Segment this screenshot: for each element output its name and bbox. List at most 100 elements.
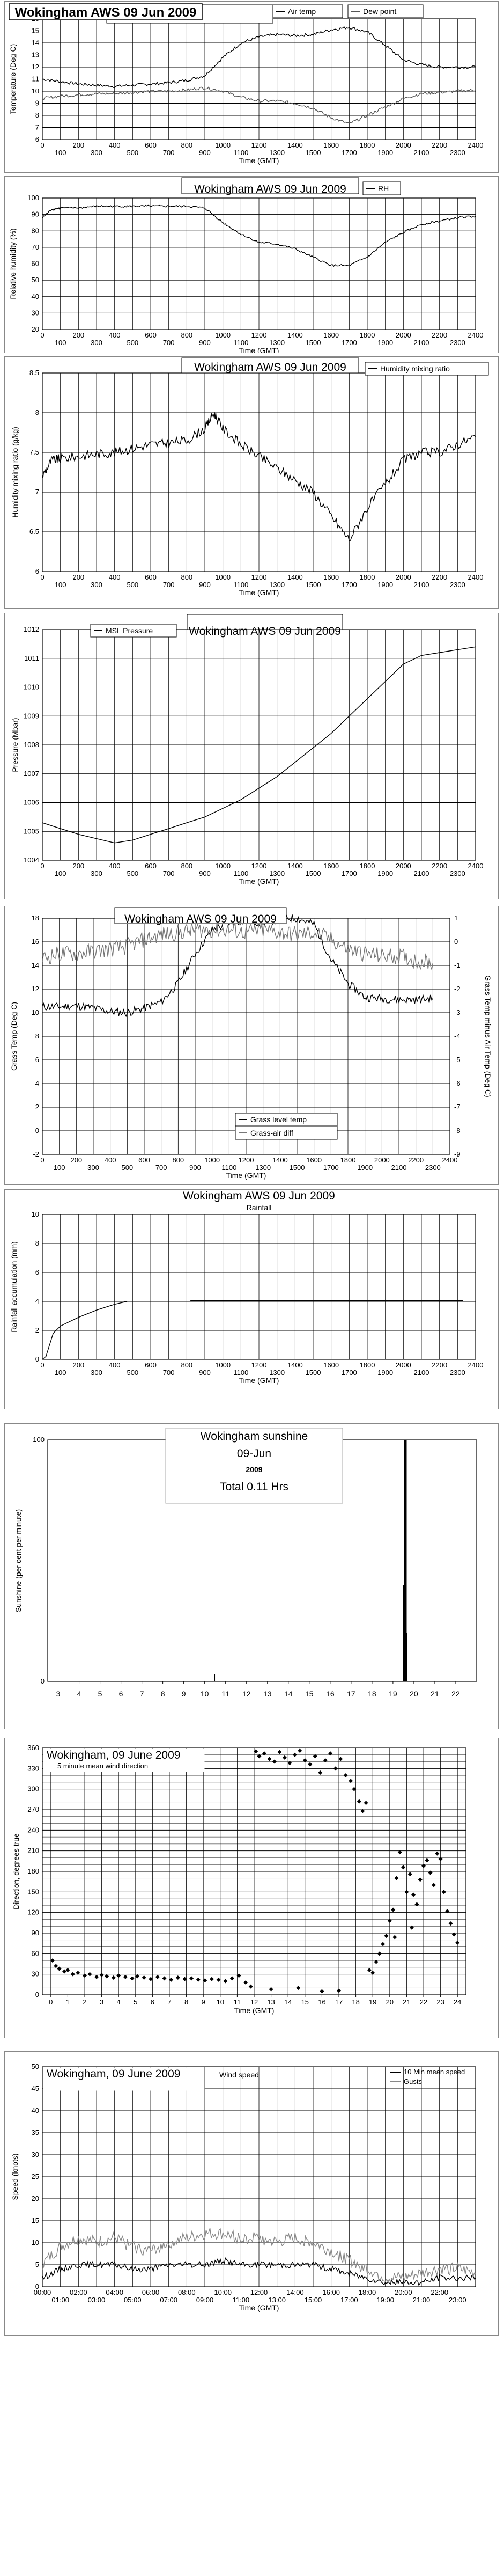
x-tick-label-lower: 900 [189, 1163, 201, 1172]
y-tick-label: 1007 [24, 770, 39, 778]
x-tick-label-upper: 800 [181, 1361, 192, 1369]
wind-direction-point [203, 1978, 207, 1983]
x-tick-label: 24 [454, 1998, 461, 2006]
y-tick-label: 7 [35, 123, 39, 131]
y-tick-label: 90 [32, 210, 39, 218]
x-tick-label-lower: 1500 [306, 339, 321, 347]
x-tick-label-lower: 2100 [414, 339, 429, 347]
x-tick-label-lower: 1900 [377, 149, 393, 157]
chart-panel-temperature: 6789101112131415160100200300400500600700… [4, 1, 499, 173]
x-tick-label-upper: 2200 [432, 141, 447, 149]
x-tick-label-upper: 1000 [215, 573, 231, 581]
x-tick-label-upper: 20:00 [395, 2288, 412, 2296]
wind-direction-point [155, 1974, 160, 1979]
wind-direction-point [328, 1751, 333, 1756]
x-tick-label-upper: 2200 [432, 331, 447, 339]
x-tick-label-upper: 400 [105, 1156, 116, 1164]
chart-title: Wokingham AWS 09 Jun 2009 [194, 183, 346, 195]
x-tick-label-upper: 1200 [251, 331, 267, 339]
y-tick-label: 30 [32, 309, 39, 317]
legend-box [365, 362, 489, 376]
y2-tick-label: 1 [454, 914, 458, 922]
x-tick-label-lower: 100 [55, 581, 66, 589]
x-tick-label-upper: 400 [109, 141, 121, 149]
x-tick-label-lower: 2300 [450, 581, 465, 589]
title-box [165, 1428, 343, 1504]
wind-direction-point [296, 1986, 301, 1990]
x-tick-label-upper: 00:00 [34, 2288, 51, 2296]
y2-tick-label: 0 [454, 938, 458, 946]
x-axis-label: Time (GMT) [226, 1171, 266, 1180]
wind-direction-point [182, 1977, 187, 1981]
legend-label: Grass-air diff [250, 1129, 293, 1137]
y-tick-label: 300 [27, 1785, 39, 1793]
x-tick-label-upper: 1800 [360, 331, 375, 339]
x-tick-label-upper: 800 [181, 331, 192, 339]
title-box [43, 2067, 205, 2091]
x-tick-label-lower: 100 [55, 869, 66, 877]
y-tick-label: 15 [32, 27, 39, 35]
y-tick-label: 6 [35, 567, 39, 575]
y-tick-label: 10 [32, 2238, 39, 2246]
x-tick-label-upper: 2200 [432, 862, 447, 870]
y-tick-label: 90 [32, 1929, 39, 1937]
legend-label: 10 Min mean speed [404, 2068, 465, 2076]
y-tick-label: 0 [35, 1355, 39, 1363]
y-tick-label: 1011 [24, 654, 39, 662]
x-axis-label: Time (GMT) [234, 2006, 275, 2015]
x-tick-label: 23 [436, 1998, 444, 2006]
x-tick-label-upper: 16:00 [322, 2288, 340, 2296]
wind-direction-point [142, 1975, 146, 1980]
x-tick-label-upper: 2200 [432, 1361, 447, 1369]
series-line [42, 412, 476, 542]
x-tick-label-lower: 100 [55, 339, 66, 347]
x-tick-label: 8 [184, 1998, 188, 2006]
y-tick-label: 4 [35, 1297, 39, 1305]
x-tick-label-lower: 1700 [342, 581, 357, 589]
wind-direction-point [196, 1977, 201, 1982]
x-tick-label: 16 [326, 1689, 335, 1698]
mixing-ratio-chart: 6 6.5 7 7.5 8 8.5 0 100 200 300 400 500 600 700 800 900… [11, 357, 489, 597]
wind-direction-point [343, 1773, 348, 1778]
legend-box [90, 624, 177, 638]
x-tick-label-upper: 18:00 [359, 2288, 376, 2296]
wind-direction-point [287, 1761, 292, 1766]
y-tick-label: 0 [35, 1990, 39, 1999]
y-tick-label: 18 [32, 914, 39, 922]
chart-title: Wokingham, 09 June 2009 [47, 1749, 180, 1761]
x-tick-label-lower: 2100 [414, 869, 429, 877]
y2-tick-label: -4 [454, 1032, 461, 1040]
x-tick-label-lower: 900 [199, 869, 211, 877]
x-tick-label-upper: 2000 [396, 1361, 411, 1369]
y-tick-label: 8 [35, 111, 39, 119]
x-tick-label-upper: 1200 [239, 1156, 254, 1164]
x-tick-label-lower: 19:00 [376, 2296, 394, 2304]
wind-direction-point [65, 1968, 70, 1972]
wind-direction-point [337, 1988, 341, 1993]
x-tick-label-upper: 2000 [374, 1156, 390, 1164]
x-tick-label-upper: 04:00 [106, 2288, 123, 2296]
x-tick-label-upper: 1400 [272, 1156, 288, 1164]
x-tick-label-lower: 07:00 [160, 2296, 177, 2304]
x-tick-label-lower: 1100 [233, 149, 248, 157]
x-tick-label-upper: 0 [40, 331, 44, 339]
x-tick-label-lower: 1700 [342, 869, 357, 877]
title-box [181, 177, 359, 194]
y-tick-label: 1012 [24, 625, 39, 633]
wind-direction-point [50, 1958, 55, 1963]
x-tick-label-lower: 2100 [414, 581, 429, 589]
y-tick-label: 8 [35, 408, 39, 416]
wind-direction-point [216, 1977, 221, 1982]
x-axis-label: Time (GMT) [239, 156, 279, 165]
wind-direction-point [313, 1754, 317, 1759]
sunshine-chart: 0 100 3 4 5 6 7 8 9 10 11 12 13 14 15 16 17 18 19 20 21 22 Sun… [14, 1428, 477, 1698]
x-tick-label-upper: 200 [70, 1156, 82, 1164]
wind-direction-point [54, 1964, 58, 1968]
x-tick-label-upper: 600 [145, 573, 157, 581]
wind-direction-point [320, 1989, 324, 1994]
x-tick-label-lower: 1900 [377, 339, 393, 347]
x-tick-label-lower: 15:00 [305, 2296, 322, 2304]
x-tick-label-lower: 500 [127, 1368, 138, 1377]
y-tick-label: 7.5 [29, 448, 39, 456]
y-tick-label: 120 [27, 1908, 39, 1916]
